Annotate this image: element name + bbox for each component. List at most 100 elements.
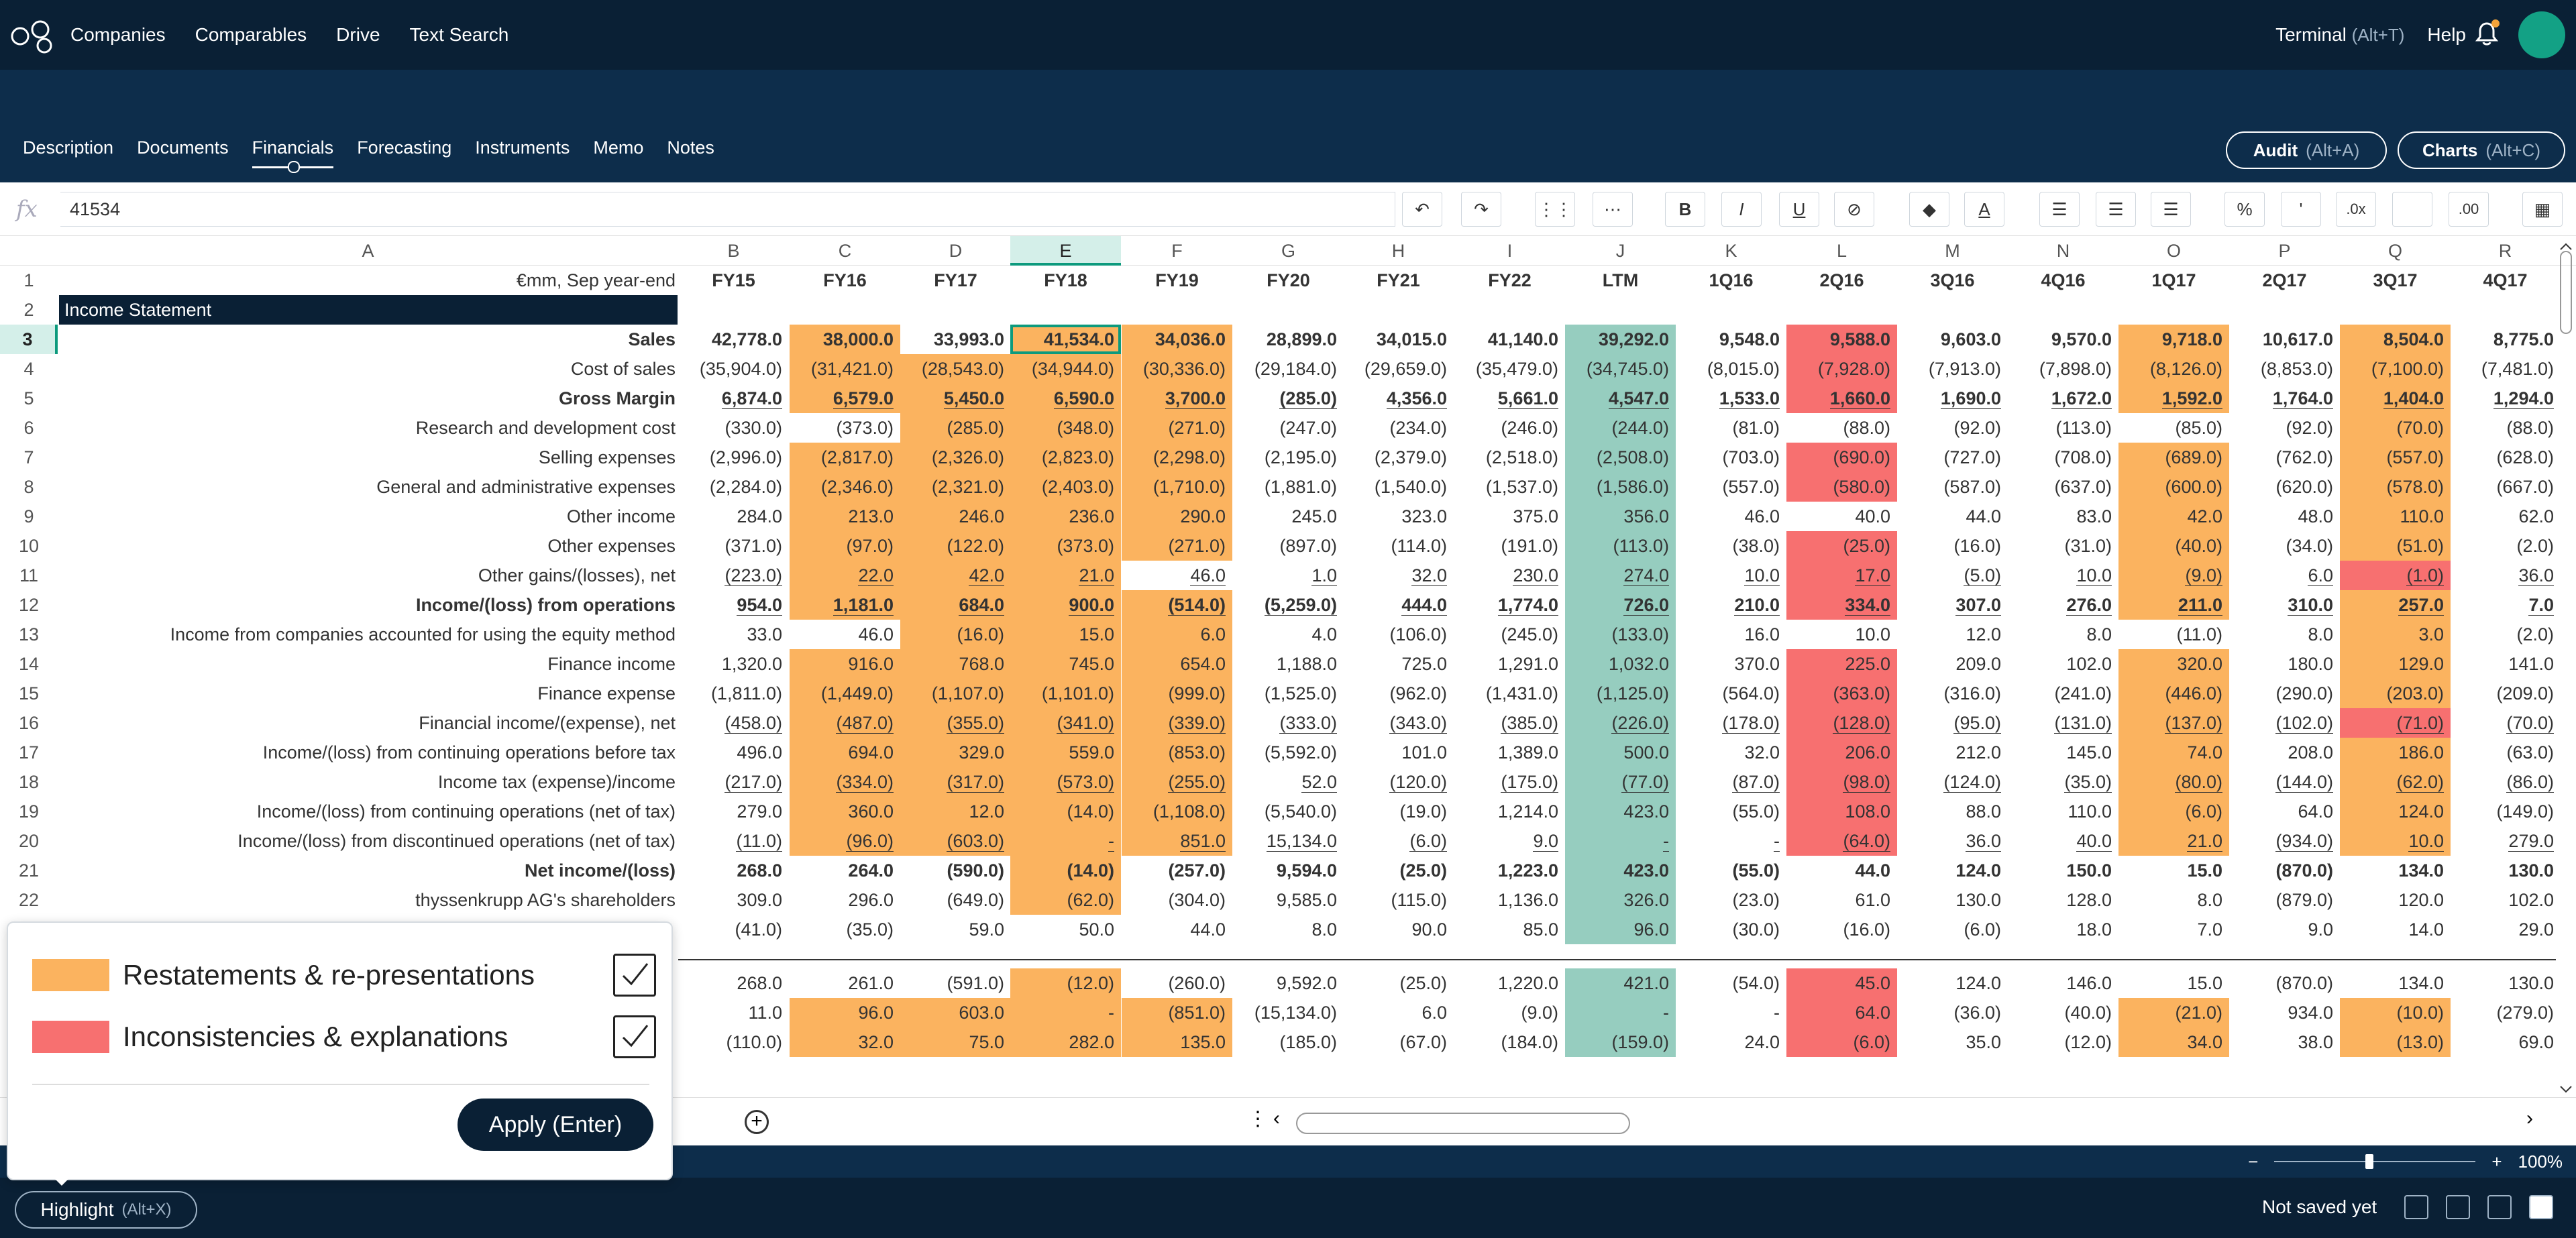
cell[interactable]: - <box>1676 826 1786 856</box>
cell[interactable]: 44.0 <box>1122 915 1232 944</box>
cell[interactable]: (184.0) <box>1454 1027 1565 1057</box>
cell[interactable]: (1,537.0) <box>1454 472 1565 502</box>
row-label[interactable]: Financial income/(expense), net <box>419 713 676 733</box>
cell[interactable]: (15,134.0) <box>1233 998 1344 1027</box>
cell[interactable]: 85.0 <box>1454 915 1565 944</box>
cell[interactable]: (97.0) <box>790 531 900 561</box>
cell[interactable]: 50.0 <box>1010 915 1121 944</box>
cell[interactable]: 12.0 <box>1897 620 2008 649</box>
cell[interactable]: 423.0 <box>1565 856 1676 885</box>
row-label[interactable]: Finance expense <box>537 683 676 704</box>
cell[interactable]: (285.0) <box>900 413 1011 443</box>
cell[interactable]: 954.0 <box>678 590 789 620</box>
cell[interactable]: (514.0) <box>1122 590 1232 620</box>
cell[interactable]: 46.0 <box>1122 561 1232 590</box>
period-header[interactable]: FY15 <box>712 270 755 290</box>
cell[interactable]: (178.0) <box>1676 708 1786 738</box>
cell[interactable]: 10,617.0 <box>2229 325 2340 354</box>
cell[interactable]: 334.0 <box>1786 590 1897 620</box>
cell[interactable]: (11.0) <box>2118 620 2229 649</box>
cell[interactable]: (363.0) <box>1786 679 1897 708</box>
decrease-decimal-icon[interactable] <box>2392 192 2432 227</box>
column-header-Q[interactable]: Q <box>2387 241 2402 261</box>
cell[interactable]: 4,356.0 <box>1343 384 1454 413</box>
cell[interactable]: (131.0) <box>2008 708 2118 738</box>
cell[interactable]: (77.0) <box>1565 767 1676 797</box>
cell[interactable]: (330.0) <box>678 413 789 443</box>
cell[interactable]: 4.0 <box>1233 620 1344 649</box>
vertical-scroll-thumb[interactable] <box>2560 251 2572 334</box>
cell[interactable]: 15,134.0 <box>1233 826 1344 856</box>
cell[interactable]: 130.0 <box>2450 856 2556 885</box>
cell[interactable]: 934.0 <box>2229 998 2340 1027</box>
cell[interactable]: (133.0) <box>1565 620 1676 649</box>
cell[interactable]: 41,140.0 <box>1454 325 1565 354</box>
cell[interactable]: 360.0 <box>790 797 900 826</box>
period-header[interactable]: FY22 <box>1488 270 1532 290</box>
cell[interactable]: 1,294.0 <box>2450 384 2556 413</box>
legend-checkbox-inconsistencies[interactable] <box>613 1015 656 1058</box>
cell[interactable]: (10.0) <box>2340 998 2451 1027</box>
cell[interactable]: (317.0) <box>900 767 1011 797</box>
cell[interactable]: 17.0 <box>1786 561 1897 590</box>
cell[interactable]: (16.0) <box>900 620 1011 649</box>
cell[interactable]: 34,036.0 <box>1122 325 1232 354</box>
cell[interactable]: 1,320.0 <box>678 649 789 679</box>
cell[interactable]: 6.0 <box>1343 998 1454 1027</box>
cell[interactable]: (12.0) <box>1010 968 1121 998</box>
cell[interactable]: (6.0) <box>1343 826 1454 856</box>
column-header-P[interactable]: P <box>2278 241 2291 261</box>
bold-icon[interactable]: B <box>1665 192 1705 227</box>
cell[interactable]: 1,533.0 <box>1676 384 1786 413</box>
cell[interactable]: (25.0) <box>1343 856 1454 885</box>
cell[interactable]: 209.0 <box>1897 649 2008 679</box>
column-header-N[interactable]: N <box>2056 241 2070 261</box>
cell[interactable]: (30,336.0) <box>1122 354 1232 384</box>
cell[interactable]: (21.0) <box>2118 998 2229 1027</box>
cell[interactable]: (80.0) <box>2118 767 2229 797</box>
cell[interactable]: (234.0) <box>1343 413 1454 443</box>
column-header-M[interactable]: M <box>1945 241 1960 261</box>
cell[interactable]: 64.0 <box>2229 797 2340 826</box>
cell[interactable]: (373.0) <box>790 413 900 443</box>
cell[interactable]: (603.0) <box>900 826 1011 856</box>
cell[interactable]: (649.0) <box>900 885 1011 915</box>
cell[interactable]: 6,874.0 <box>678 384 789 413</box>
cell[interactable]: (92.0) <box>2229 413 2340 443</box>
cell[interactable]: (81.0) <box>1676 413 1786 443</box>
cell[interactable]: 290.0 <box>1122 502 1232 531</box>
cell[interactable]: 421.0 <box>1565 968 1676 998</box>
cell[interactable]: (591.0) <box>900 968 1011 998</box>
horizontal-scroll-thumb[interactable] <box>1296 1113 1630 1134</box>
cell[interactable]: 16.0 <box>1676 620 1786 649</box>
cell[interactable]: (2,518.0) <box>1454 443 1565 472</box>
row-number[interactable]: 2 <box>23 300 34 320</box>
cell[interactable]: (95.0) <box>1897 708 2008 738</box>
cell[interactable]: (600.0) <box>2118 472 2229 502</box>
row-label[interactable]: Cost of sales <box>570 359 676 379</box>
cell[interactable]: (70.0) <box>2340 413 2451 443</box>
cell[interactable]: (6.0) <box>2118 797 2229 826</box>
cell[interactable]: (458.0) <box>678 708 789 738</box>
group-icon[interactable]: ⋮⋮ <box>1535 192 1575 227</box>
cell[interactable]: 1,672.0 <box>2008 384 2118 413</box>
cell[interactable]: 3.0 <box>2340 620 2451 649</box>
cell[interactable]: 279.0 <box>2450 826 2556 856</box>
cell[interactable]: (12.0) <box>2008 1027 2118 1057</box>
cell[interactable]: (38.0) <box>1676 531 1786 561</box>
cell[interactable]: 110.0 <box>2008 797 2118 826</box>
cell[interactable]: (271.0) <box>1122 531 1232 561</box>
cell[interactable]: 88.0 <box>1897 797 2008 826</box>
cell[interactable]: (573.0) <box>1010 767 1121 797</box>
cell[interactable]: 134.0 <box>2340 856 2451 885</box>
hierarchy-icon[interactable]: ⋯ <box>1593 192 1633 227</box>
cell[interactable]: (64.0) <box>1786 826 1897 856</box>
cell[interactable]: (114.0) <box>1343 531 1454 561</box>
cell[interactable]: (34,745.0) <box>1565 354 1676 384</box>
cell[interactable]: (29,659.0) <box>1343 354 1454 384</box>
cell[interactable]: 150.0 <box>2008 856 2118 885</box>
cell[interactable]: 1,223.0 <box>1454 856 1565 885</box>
cell[interactable]: 124.0 <box>1897 856 2008 885</box>
cell[interactable]: 21.0 <box>1010 561 1121 590</box>
tab-notes[interactable]: Notes <box>667 137 714 158</box>
